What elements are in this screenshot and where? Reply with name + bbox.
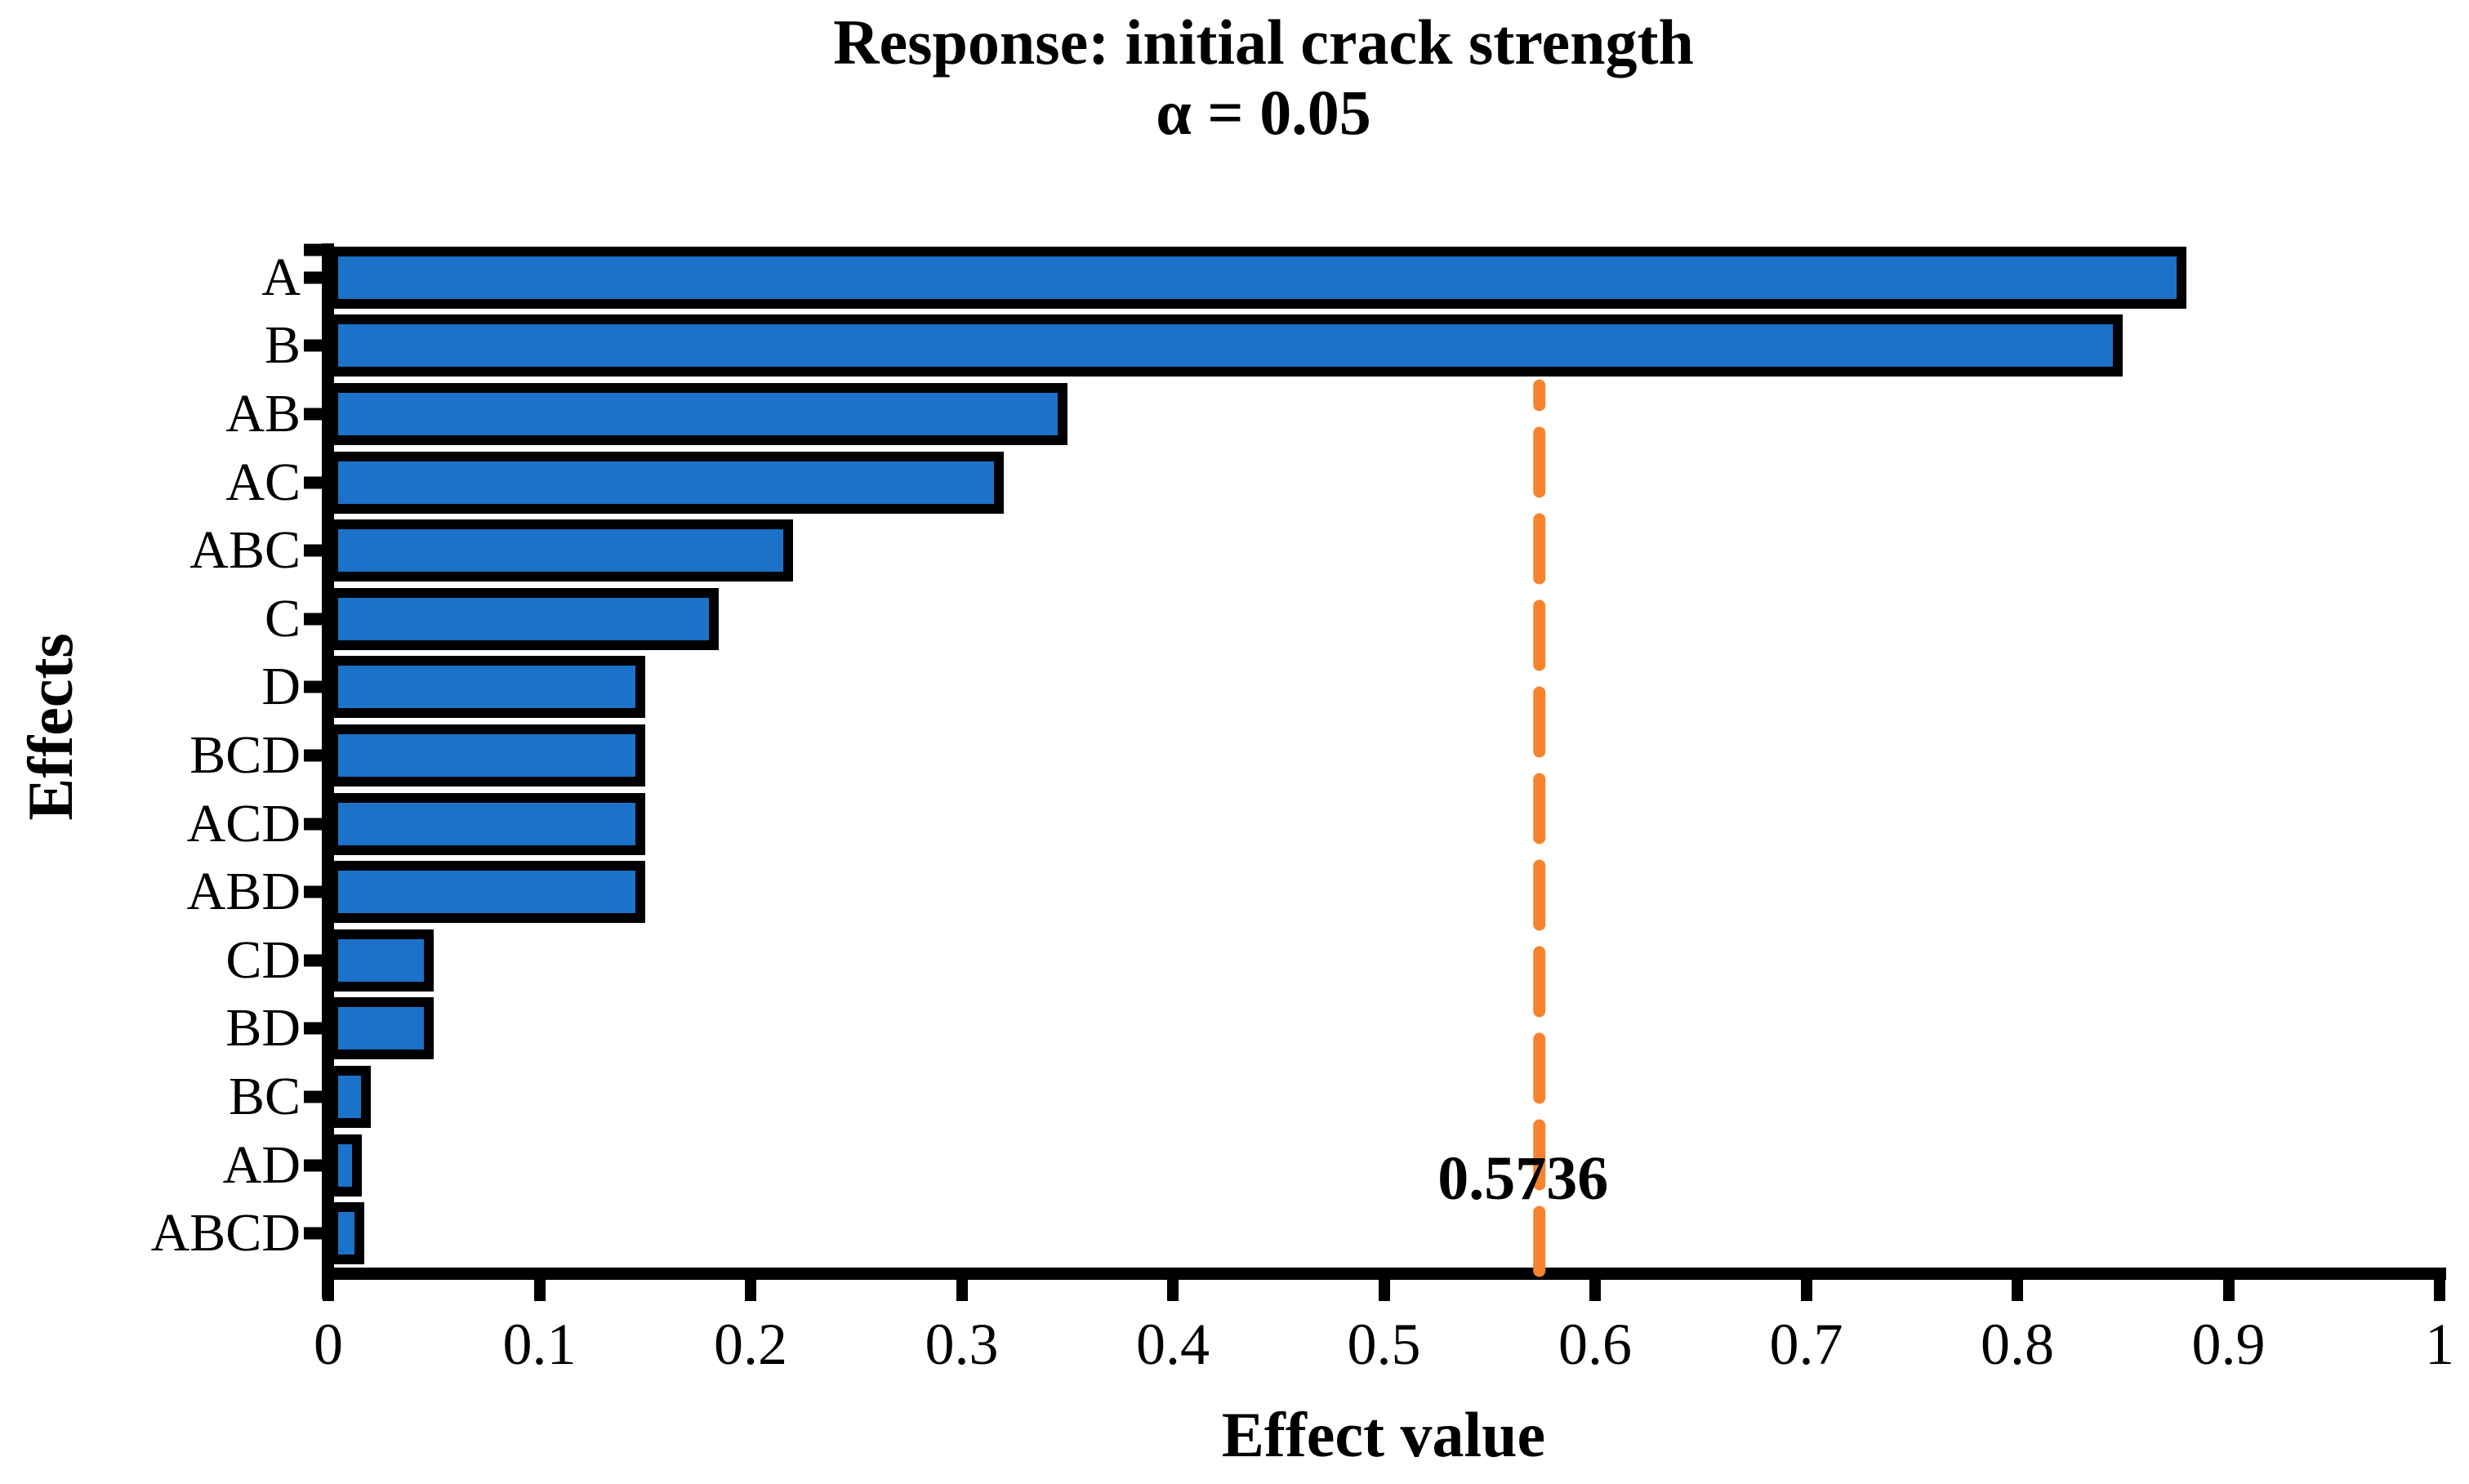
y-axis-tick — [304, 243, 323, 256]
bar-A — [328, 246, 2186, 309]
bar-AB — [328, 383, 1067, 445]
y-axis-tick — [304, 271, 323, 284]
x-tick-label-1: 1 — [2425, 1312, 2454, 1377]
bar-ACD — [328, 792, 645, 855]
bar-C — [328, 587, 720, 650]
x-tick-label-0.4: 0.4 — [1136, 1312, 1210, 1377]
bar-B — [328, 314, 2124, 377]
category-label-ACD: ACD — [186, 793, 301, 853]
y-axis-tick — [304, 818, 323, 831]
category-label-BCD: BCD — [189, 725, 301, 785]
y-axis-tick — [304, 339, 323, 352]
x-axis-tick — [1800, 1280, 1812, 1301]
x-axis-tick — [1167, 1280, 1179, 1301]
bar-ABCD — [328, 1202, 364, 1265]
category-label-A: A — [261, 247, 301, 307]
y-axis-tick — [304, 749, 323, 762]
x-axis-tick — [1589, 1280, 1601, 1301]
category-label-ABD: ABD — [186, 862, 301, 922]
y-axis-tick — [304, 885, 323, 898]
bar-BCD — [328, 724, 645, 787]
x-axis-tick — [2012, 1280, 2023, 1301]
x-tick-label-0.1: 0.1 — [502, 1312, 577, 1377]
x-axis-tick — [323, 1280, 334, 1301]
chart-subtitle: α = 0.05 — [1156, 77, 1371, 148]
y-axis-tick — [304, 1159, 323, 1172]
chart-title: Response: initial crack strength — [833, 7, 1694, 78]
x-axis-line — [322, 1268, 2446, 1280]
category-label-B: B — [264, 315, 301, 376]
x-axis-tick — [1378, 1280, 1390, 1301]
bar-ABD — [328, 861, 645, 924]
bar-BD — [328, 997, 435, 1060]
x-tick-label-0.3: 0.3 — [925, 1312, 999, 1377]
bar-CD — [328, 929, 435, 992]
category-label-C: C — [264, 588, 301, 648]
x-axis-tick — [2222, 1280, 2235, 1301]
x-tick-label-0.5: 0.5 — [1347, 1312, 1421, 1377]
category-label-ABCD: ABCD — [150, 1203, 301, 1263]
y-axis-tick — [304, 613, 323, 626]
category-label-AC: AC — [225, 452, 301, 512]
category-label-D: D — [261, 657, 301, 717]
bar-AD — [328, 1134, 363, 1197]
bar-ABC — [328, 519, 793, 582]
bar-AC — [328, 451, 1005, 514]
y-axis-tick — [304, 544, 323, 557]
y-axis-tick — [304, 680, 323, 693]
category-label-BC: BC — [228, 1067, 301, 1126]
x-tick-label-0.8: 0.8 — [1981, 1312, 2054, 1377]
x-tick-label-0.9: 0.9 — [2191, 1312, 2266, 1377]
y-axis-tick — [304, 476, 323, 489]
y-axis-tick — [304, 1022, 323, 1035]
x-axis-title: Effect value — [1221, 1399, 1546, 1470]
y-axis-tick — [304, 954, 323, 967]
category-label-ABC: ABC — [189, 520, 301, 581]
x-tick-label-0.6: 0.6 — [1558, 1312, 1632, 1377]
x-axis-tick — [745, 1280, 756, 1301]
y-axis-tick — [304, 1090, 323, 1103]
y-axis-tick — [304, 1227, 323, 1240]
category-label-CD: CD — [225, 929, 301, 990]
bar-D — [328, 656, 645, 719]
category-label-BD: BD — [225, 998, 301, 1058]
threshold-label: 0.5736 — [1437, 1144, 1609, 1213]
y-axis-tick — [304, 408, 323, 421]
x-tick-label-0: 0 — [314, 1312, 343, 1377]
x-tick-label-0.2: 0.2 — [714, 1312, 787, 1377]
x-axis-tick — [533, 1280, 546, 1301]
bar-BC — [328, 1066, 371, 1128]
x-axis-tick — [2434, 1280, 2445, 1301]
category-label-AD: AD — [222, 1134, 301, 1195]
x-tick-label-0.7: 0.7 — [1769, 1312, 1843, 1377]
x-axis-tick — [956, 1280, 968, 1301]
category-label-AB: AB — [225, 384, 301, 443]
